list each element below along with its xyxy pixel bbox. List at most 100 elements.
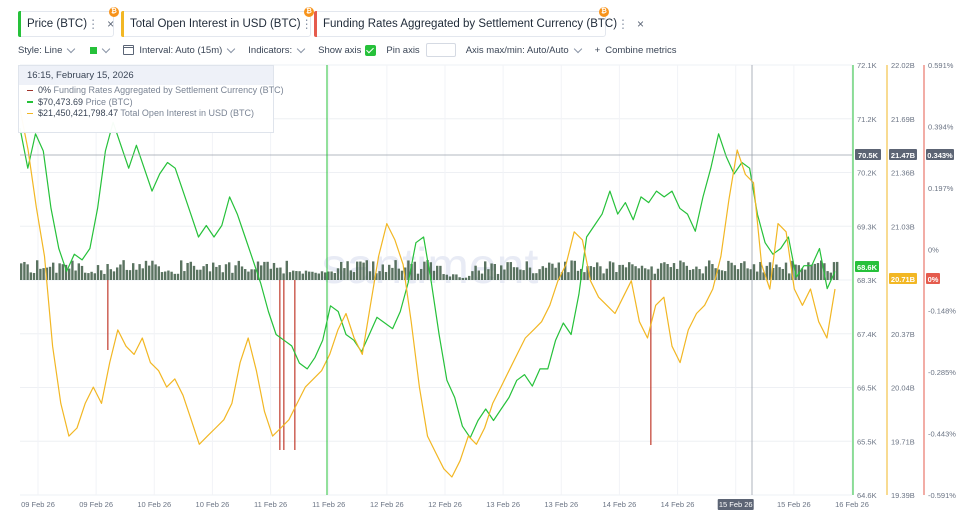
funding-bar: [42, 268, 45, 280]
funding-bar: [234, 265, 237, 280]
metric-tab-price[interactable]: Price (BTC) ⋮ × ₿: [18, 7, 119, 37]
funding-bar: [503, 269, 506, 280]
funding-bar: [375, 273, 378, 280]
style-dropdown[interactable]: Style: Line: [18, 44, 78, 56]
funding-bar: [240, 266, 244, 280]
funding-bar: [474, 265, 477, 280]
funding-bar: [660, 263, 663, 280]
funding-bar: [621, 264, 624, 280]
funding-bar: [605, 268, 608, 280]
metric-menu-icon[interactable]: ⋮: [617, 17, 630, 31]
funding-bar: [164, 271, 167, 280]
funding-bar: [384, 271, 388, 280]
funding-bar: [493, 264, 496, 280]
metric-menu-icon[interactable]: ⋮: [300, 17, 313, 31]
funding-bar: [170, 271, 173, 280]
funding-bar: [596, 262, 599, 280]
funding-bar: [733, 265, 736, 280]
funding-bar: [554, 267, 557, 280]
funding-bar: [231, 272, 234, 280]
funding-bar: [826, 271, 829, 280]
tooltip-value: $70,473.69: [38, 96, 84, 107]
funding-bar: [388, 264, 391, 280]
funding-bar: [525, 261, 528, 280]
series-lines: [19, 108, 836, 478]
funding-bar: [90, 271, 93, 280]
metric-menu-icon[interactable]: ⋮: [87, 17, 100, 31]
pin-axis-toggle[interactable]: Pin axis: [386, 43, 456, 57]
funding-bar: [359, 261, 362, 280]
funding-bar: [266, 261, 269, 280]
tooltip-row-funding: 0% Funding Rates Aggregated by Settlemen…: [19, 85, 284, 97]
funding-bar: [45, 267, 48, 280]
funding-bar: [20, 263, 23, 280]
funding-tick-label: -0.148%: [928, 307, 956, 316]
indicators-dropdown[interactable]: Indicators:: [248, 44, 308, 56]
price-tick-label: 67.4K: [857, 330, 877, 339]
funding-bar: [484, 261, 487, 280]
funding-bar: [791, 260, 794, 280]
funding-bar: [272, 262, 276, 280]
funding-bar: [711, 264, 714, 280]
funding-bar: [816, 263, 820, 280]
checkbox-checked-icon[interactable]: [365, 44, 377, 56]
metric-tab-open-interest[interactable]: Total Open Interest in USD (BTC) ⋮ × ₿: [121, 7, 328, 37]
funding-bar: [432, 270, 436, 280]
funding-bar: [333, 272, 336, 280]
funding-bar: [423, 261, 426, 280]
funding-bar: [378, 271, 381, 280]
funding-bar: [282, 273, 285, 280]
funding-bar: [141, 268, 144, 280]
funding-bar: [36, 260, 39, 280]
funding-bar: [151, 260, 154, 280]
combine-metrics-button[interactable]: + Combine metrics: [595, 45, 677, 56]
show-axis-toggle[interactable]: Show axis: [318, 44, 377, 56]
tooltip-series-name: Total Open Interest in USD (BTC): [120, 108, 254, 118]
funding-bar: [599, 266, 602, 280]
funding-bar: [119, 264, 122, 280]
open-interest-hover-badge-bg: [889, 149, 917, 160]
color-swatch-icon: [90, 46, 98, 54]
close-icon[interactable]: ×: [637, 17, 645, 31]
x-tick-label: 15 Feb 26: [777, 500, 811, 509]
funding-bar: [618, 264, 621, 280]
funding-bar: [541, 266, 544, 280]
funding-bar: [672, 263, 676, 280]
funding-bar: [788, 273, 791, 280]
open-interest-hover-badge: 21.47B: [891, 151, 916, 160]
series-marker: [27, 112, 33, 115]
funding-bar: [400, 270, 404, 280]
funding-bar: [314, 272, 317, 280]
price-hover-badge-bg: [855, 149, 881, 160]
color-picker[interactable]: [88, 44, 113, 55]
funding-bar: [477, 270, 480, 280]
funding-bar: [74, 270, 77, 280]
funding-bar: [346, 261, 349, 280]
funding-bar: [381, 264, 384, 280]
metric-tab-funding-rates[interactable]: Funding Rates Aggregated by Settlement C…: [314, 7, 644, 37]
metric-tab-label: Total Open Interest in USD (BTC): [130, 18, 301, 30]
funding-bar: [260, 265, 263, 280]
interval-dropdown[interactable]: Interval: Auto (15m): [123, 44, 238, 56]
funding-bar: [704, 266, 708, 280]
funding-bar: [592, 267, 596, 280]
pin-axis-switch[interactable]: [425, 43, 456, 57]
funding-bar: [196, 269, 199, 280]
funding-bar: [749, 269, 752, 280]
funding-bar: [330, 271, 333, 280]
funding-tick-label: 0.591%: [928, 61, 954, 70]
crosshair: [20, 65, 852, 495]
funding-bar: [644, 268, 647, 280]
funding-bar: [557, 262, 560, 280]
axis-maxmin-dropdown[interactable]: Axis max/min: Auto/Auto: [466, 44, 585, 56]
funding-bar-negative: [294, 280, 296, 450]
combine-metrics-label: Combine metrics: [605, 44, 677, 56]
funding-tick-label: 0.197%: [928, 184, 954, 193]
close-icon[interactable]: ×: [107, 17, 115, 31]
funding-bar: [285, 260, 288, 280]
funding-bar: [820, 260, 823, 280]
funding-bar: [573, 260, 576, 280]
funding-bar: [256, 261, 260, 280]
funding-bar: [612, 262, 615, 280]
